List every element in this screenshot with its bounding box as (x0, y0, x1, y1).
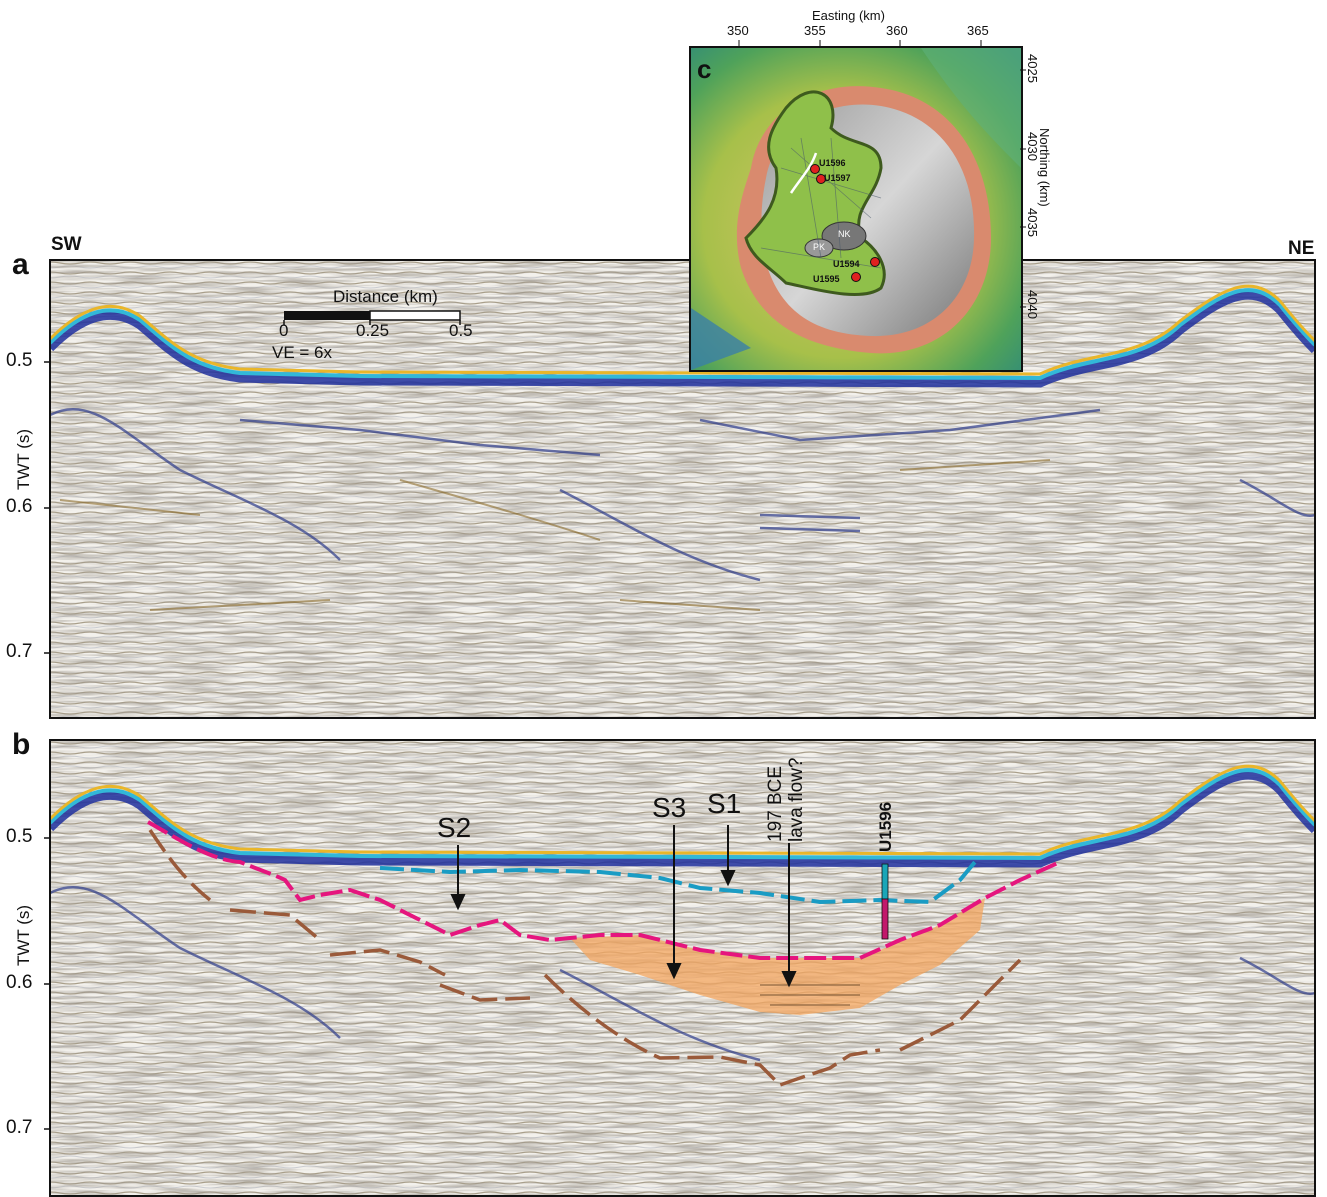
scale-title: Distance (km) (333, 287, 438, 306)
label-well-u1596: U1596 (876, 801, 895, 852)
map-inset (689, 46, 1023, 372)
label-lava-line1: 197 BCE (765, 765, 786, 842)
a-tick-07: 0.7 (6, 641, 33, 662)
b-tick-05: 0.5 (6, 826, 33, 847)
northing-ticks (1020, 69, 1026, 308)
panel-a-frame (49, 259, 1316, 719)
annotation-arrows (450, 825, 797, 988)
seismic-section-a (50, 260, 1315, 718)
well-markers (810, 164, 880, 282)
map-well-u1596: U1596 (819, 158, 846, 168)
cyan-horizon (379, 860, 977, 905)
a-y-axis-title: TWT (s) (14, 428, 33, 490)
panel-a-y-ticks (44, 361, 50, 654)
label-s1: S1 (707, 788, 742, 819)
label-lava-line2: lava flow? (786, 757, 807, 843)
a-tick-05: 0.5 (6, 350, 33, 371)
map-well-u1594: U1594 (833, 259, 860, 269)
map-island-pk: PK (813, 242, 826, 252)
ne-label: NE (1288, 238, 1315, 259)
panel-b-y-ticks (44, 837, 50, 1130)
easting-tick-355: 355 (804, 23, 826, 38)
easting-tick-350: 350 (727, 23, 749, 38)
panel-a-letter: a (12, 248, 29, 281)
orange-infill (570, 898, 985, 1015)
bathymetry-map (691, 48, 1021, 370)
easting-title: Easting (km) (812, 8, 885, 23)
panel-b-letter: b (12, 728, 31, 761)
pink-horizon (147, 820, 1061, 960)
label-s3: S3 (652, 792, 687, 823)
b-tick-06: 0.6 (6, 972, 33, 993)
scale-bar (283, 310, 461, 325)
b-y-axis-title: TWT (s) (14, 904, 33, 966)
sw-label: SW (51, 234, 82, 255)
a-tick-06: 0.6 (6, 496, 33, 517)
map-well-u1597: U1597 (824, 173, 851, 183)
map-well-u1595: U1595 (813, 274, 840, 284)
easting-tick-360: 360 (886, 23, 908, 38)
b-tick-07: 0.7 (6, 1117, 33, 1138)
panel-c-letter: c (697, 54, 712, 84)
easting-tick-365: 365 (967, 23, 989, 38)
ve-label: VE = 6x (272, 343, 333, 362)
scale-tick-0: 0 (279, 321, 289, 340)
seismic-section-b (50, 740, 1315, 1196)
scale-tick-025: 0.25 (356, 321, 390, 340)
map-island-nk: NK (838, 229, 851, 239)
label-s2: S2 (437, 812, 472, 843)
scale-tick-05: 0.5 (449, 321, 473, 340)
panel-b-frame (49, 739, 1316, 1197)
easting-ticks (738, 40, 982, 46)
brown-horizons (148, 829, 1022, 1088)
